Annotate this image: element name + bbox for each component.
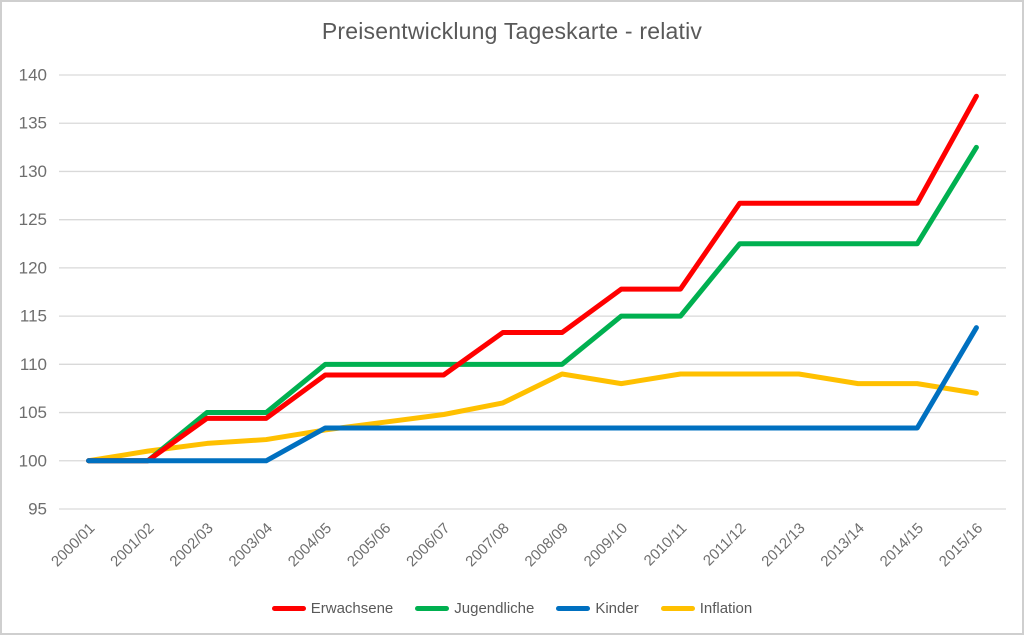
x-axis-label: 2003/04 bbox=[226, 520, 276, 570]
y-axis-label: 105 bbox=[19, 403, 47, 422]
x-axis-label: 2013/14 bbox=[817, 520, 867, 570]
legend-label: Kinder bbox=[595, 600, 639, 617]
x-axis-label: 2014/15 bbox=[877, 520, 927, 570]
x-axis-label: 2000/01 bbox=[48, 520, 98, 570]
x-axis-label: 2009/10 bbox=[581, 520, 631, 570]
y-axis-label: 100 bbox=[19, 451, 47, 470]
y-axis-label: 110 bbox=[20, 355, 47, 374]
x-axis-label: 2015/16 bbox=[936, 520, 986, 570]
legend-label: Inflation bbox=[699, 600, 753, 617]
x-axis-label: 2011/12 bbox=[700, 520, 750, 570]
legend-item-inflation: Inflation bbox=[660, 600, 753, 617]
x-axis-label: 2002/03 bbox=[166, 520, 216, 570]
x-axis-label: 2008/09 bbox=[522, 520, 572, 570]
legend-label: Erwachsene bbox=[310, 600, 394, 617]
legend-label: Jugendliche bbox=[454, 600, 535, 617]
x-axis-label: 2001/02 bbox=[107, 520, 157, 570]
y-axis-label: 120 bbox=[19, 258, 47, 277]
x-axis-label: 2007/08 bbox=[462, 520, 512, 570]
y-axis-label: 140 bbox=[19, 66, 47, 85]
series-line-jugendliche bbox=[86, 144, 979, 464]
y-axis-label: 95 bbox=[28, 500, 47, 519]
series-line-kinder bbox=[86, 325, 979, 464]
x-axis-label: 2012/13 bbox=[758, 520, 808, 570]
x-axis-label: 2010/11 bbox=[641, 520, 691, 570]
x-axis-label: 2005/06 bbox=[344, 520, 394, 570]
legend-line-swatch bbox=[660, 606, 695, 611]
y-axis-label: 135 bbox=[19, 114, 47, 133]
series-line-inflation bbox=[86, 371, 979, 464]
chart-title: Preisentwicklung Tageskarte - relativ bbox=[321, 18, 703, 44]
x-axis-label: 2004/05 bbox=[285, 520, 335, 570]
legend-item-jugendliche: Jugendliche bbox=[415, 600, 534, 617]
legend-line-swatch bbox=[271, 606, 306, 611]
legend-line-swatch bbox=[415, 606, 450, 611]
y-axis-label: 115 bbox=[20, 307, 47, 326]
legend: Erwachsene Jugendliche Kinder Inflation bbox=[2, 600, 1022, 617]
series-line-erwachsene bbox=[86, 93, 979, 464]
legend-line-swatch bbox=[556, 606, 591, 611]
legend-item-erwachsene: Erwachsene bbox=[271, 600, 394, 617]
legend-item-kinder: Kinder bbox=[556, 600, 639, 617]
y-axis-label: 125 bbox=[19, 210, 47, 229]
x-axis-label: 2006/07 bbox=[403, 520, 453, 570]
y-axis-label: 130 bbox=[19, 162, 47, 181]
